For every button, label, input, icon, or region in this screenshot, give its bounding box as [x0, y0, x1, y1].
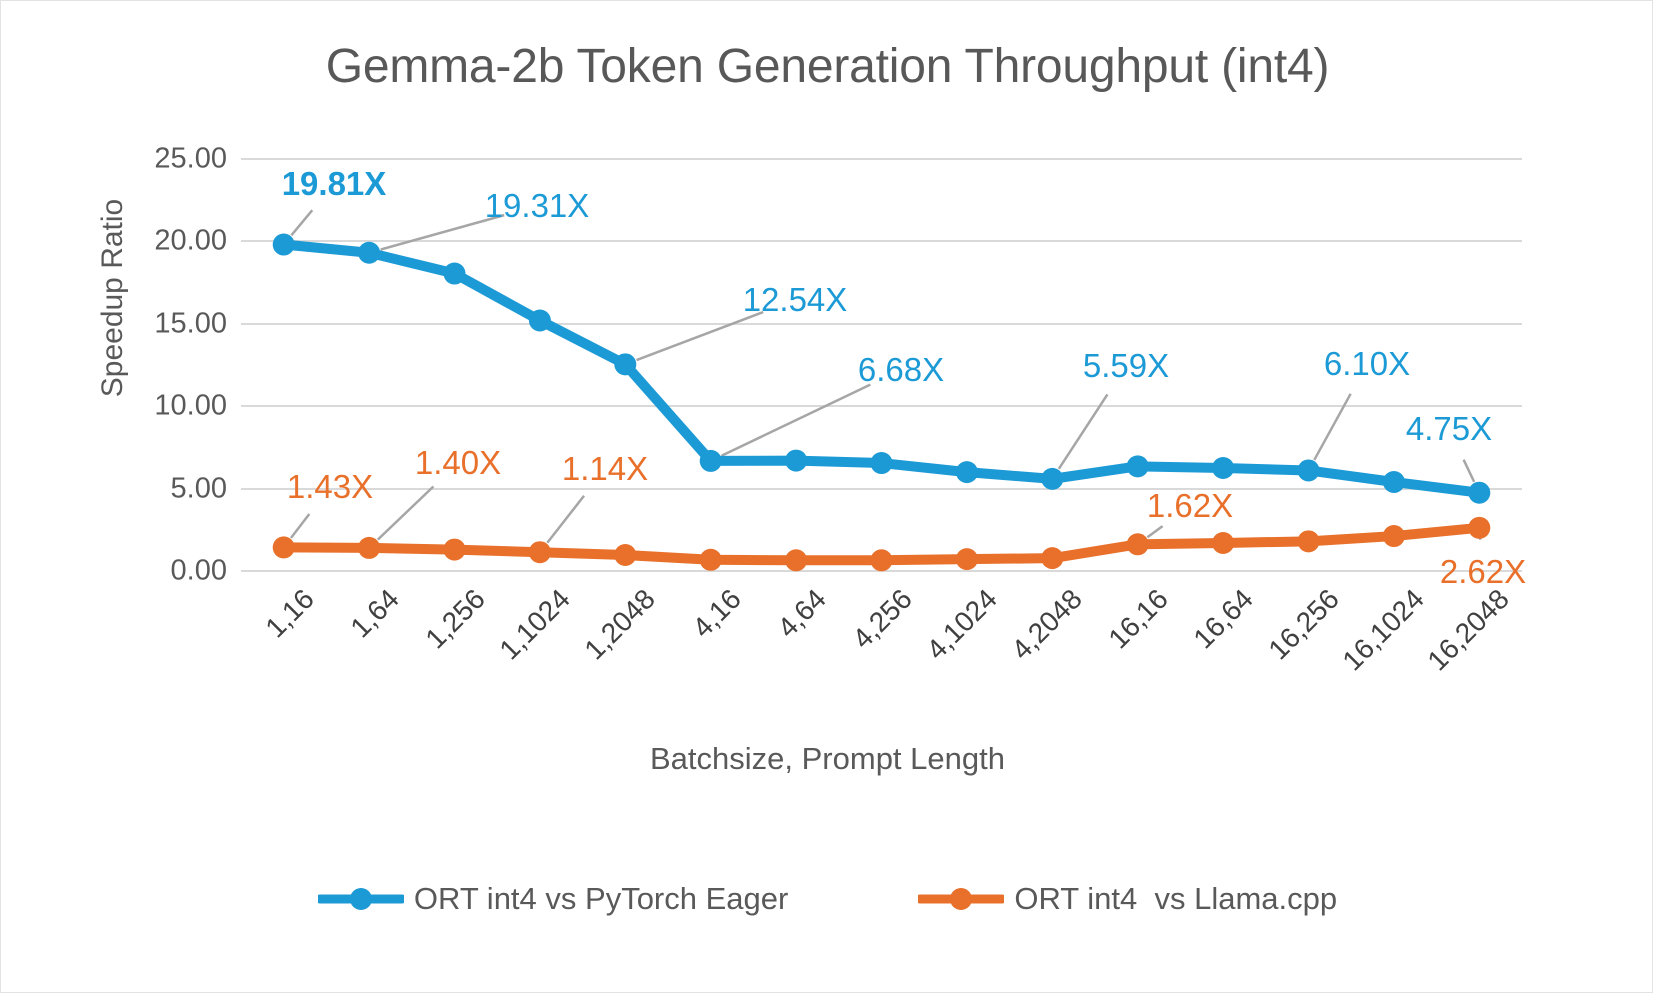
data-label: 4.75X — [1405, 410, 1493, 447]
data-point-marker — [614, 544, 637, 567]
data-point-marker — [1126, 533, 1149, 556]
gridline — [241, 487, 1522, 490]
data-point-marker — [785, 549, 808, 572]
gridline — [241, 240, 1522, 243]
data-point-marker — [443, 538, 466, 561]
data-point-marker — [1041, 547, 1064, 570]
y-axis-tick-label: 15.00 — [154, 307, 227, 340]
data-point-marker — [1297, 459, 1320, 482]
y-axis-tick-label: 10.00 — [154, 389, 227, 422]
x-axis-tick-label: 4,2048 — [1005, 583, 1089, 666]
data-point-marker — [443, 262, 466, 285]
callout-leader-line — [720, 383, 871, 457]
legend-item[interactable]: ORT int4 vs PyTorch Eager — [317, 881, 789, 917]
y-axis-tick-label: 0.00 — [170, 554, 227, 587]
x-axis-tick-label: 16,64 — [1187, 583, 1260, 655]
gridline — [241, 322, 1522, 325]
x-axis-tick-label: 16,1024 — [1336, 583, 1430, 677]
x-axis-tick-label: 4,256 — [845, 583, 918, 655]
data-point-marker — [1041, 467, 1064, 490]
data-point-marker — [1382, 471, 1405, 494]
gridline — [241, 405, 1522, 408]
data-label: 1.43X — [286, 468, 374, 505]
x-axis-tick-label: 16,256 — [1261, 583, 1345, 666]
data-point-marker — [785, 449, 808, 472]
y-axis-title: Speedup Ratio — [96, 198, 129, 398]
x-axis-tick-label: 1,256 — [418, 583, 491, 655]
data-label: 6.10X — [1323, 345, 1411, 382]
x-axis-tick-label: 1,16 — [259, 583, 320, 644]
gridline — [241, 158, 1522, 160]
data-point-marker — [1212, 457, 1235, 479]
x-axis-tick-label: 1,1024 — [493, 583, 576, 666]
data-point-marker — [528, 541, 551, 564]
data-point-marker — [699, 449, 722, 472]
data-label: 12.54X — [742, 281, 848, 318]
callout-leader-line — [1057, 393, 1109, 470]
legend-item-label: ORT int4 vs PyTorch Eager — [413, 881, 789, 916]
legend-marker-icon — [918, 888, 1005, 910]
data-label: 19.31X — [484, 187, 590, 224]
data-point-marker — [358, 241, 381, 264]
data-label: 5.59X — [1082, 347, 1170, 384]
data-label: 1.62X — [1146, 487, 1234, 524]
data-point-marker — [870, 549, 893, 572]
data-point-marker — [272, 233, 295, 256]
data-point-marker — [1382, 525, 1405, 548]
legend-item[interactable]: ORT int4 vs Llama.cpp — [918, 881, 1337, 917]
data-point-marker — [699, 548, 722, 571]
data-point-marker — [1212, 531, 1235, 554]
x-axis-tick-label: 4,16 — [686, 583, 747, 644]
data-point-marker — [614, 353, 637, 376]
leader-lines — [290, 209, 1482, 544]
callout-leader-line — [290, 209, 314, 237]
callout-leader-line — [546, 495, 586, 544]
data-label: 1.14X — [561, 450, 649, 487]
chart-legend: ORT int4 vs PyTorch Eager ORT int4 vs Lla… — [1, 881, 1652, 917]
data-point-marker — [1468, 516, 1491, 539]
data-point-marker — [870, 452, 893, 475]
x-axis-tick-label: 1,2048 — [578, 583, 662, 666]
x-axis-tick-label: 4,1024 — [920, 583, 1003, 666]
callout-leader-line — [1462, 459, 1476, 483]
data-point-marker — [1126, 455, 1149, 478]
data-point-marker — [1297, 530, 1320, 553]
callout-leader-line — [636, 310, 764, 362]
series-layer — [272, 209, 1491, 572]
callout-leader-line — [1146, 525, 1164, 539]
data-point-marker — [528, 309, 551, 332]
data-point-marker — [1468, 481, 1491, 504]
callout-leader-line — [380, 213, 505, 251]
legend-marker-icon — [317, 888, 404, 910]
chart-title: Gemma-2b Token Generation Throughput (in… — [325, 40, 1330, 93]
x-axis-tick-label: 4,64 — [771, 583, 833, 644]
data-label: 6.68X — [857, 351, 945, 388]
x-axis-tick-label: 16,2048 — [1421, 583, 1516, 677]
y-axis-tick-label: 20.00 — [154, 224, 227, 257]
callout-leader-line — [290, 513, 311, 539]
callout-leader-line — [1313, 393, 1352, 461]
data-label: 2.62X — [1439, 553, 1527, 590]
x-axis-tick-label: 1,64 — [344, 583, 406, 644]
data-label: 19.81X — [281, 165, 387, 202]
data-point-marker — [955, 461, 978, 484]
data-point-marker — [955, 548, 978, 571]
data-point-marker — [272, 536, 295, 559]
data-point-marker — [358, 536, 381, 559]
y-axis-tick-label: 5.00 — [170, 472, 227, 505]
legend-item-label: ORT int4 vs Llama.cpp — [1014, 881, 1338, 916]
callout-leader-line — [376, 485, 435, 541]
x-axis-title: Batchsize, Prompt Length — [650, 741, 1005, 776]
y-axis-tick-label: 25.00 — [154, 142, 227, 175]
data-label: 1.40X — [414, 444, 502, 481]
plot-area: 0.00 5.00 10.00 15.00 20.00 25.00 1,16 1,64 1,2… — [154, 143, 1526, 677]
x-axis-tick-label: 16,16 — [1102, 583, 1174, 655]
